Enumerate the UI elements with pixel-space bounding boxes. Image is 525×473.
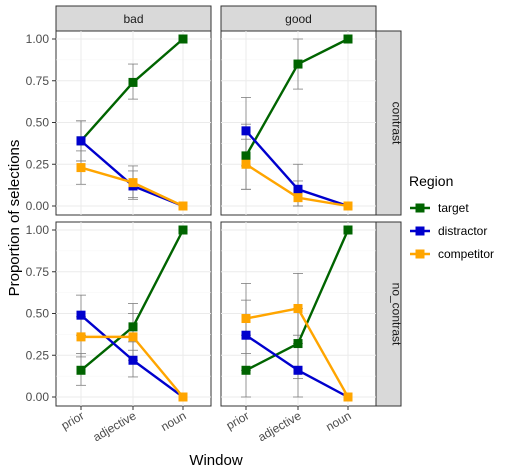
axes: 0.00 0.25 0.50 0.75 1.00 0.00 0.25 0.50 0.75 1.00…: [26, 32, 354, 444]
data-point-distractor-prior: [241, 330, 251, 340]
legend-key-point: [415, 249, 425, 259]
data-point-target-noun: [343, 34, 353, 44]
data-point-target-adjective: [293, 339, 303, 349]
data-point-distractor-adjective: [293, 184, 303, 194]
data-point-target-prior: [76, 365, 86, 375]
legend-items: target distractor competitor: [410, 201, 494, 261]
data-point-competitor-noun: [343, 392, 353, 402]
legend: Region target distractor competitor: [409, 173, 494, 261]
data-point-competitor-noun: [178, 392, 188, 402]
data-point-competitor-adjective: [293, 303, 303, 313]
y-axis-title: Proportion of selections: [6, 140, 23, 297]
facet-label-bad: bad: [123, 12, 143, 26]
y-tick-label: 0.75: [26, 74, 50, 88]
data-point-target-adjective: [293, 59, 303, 69]
legend-label: competitor: [438, 247, 494, 261]
y-tick-label: 0.00: [26, 199, 50, 213]
data-point-competitor-noun: [178, 201, 188, 211]
facet-strip-no_contrast: [375, 221, 402, 407]
legend-item-target: target: [410, 201, 469, 215]
x-tick-label: noun: [323, 408, 353, 433]
data-point-distractor-adjective: [128, 355, 138, 365]
facet-strips: bad good contrast no_contrast: [55, 5, 404, 407]
y-tick-label: 1.00: [26, 223, 50, 237]
data-point-target-adjective: [128, 322, 138, 332]
data-point-distractor-prior: [76, 136, 86, 146]
x-tick-label: prior: [59, 408, 87, 432]
data-point-target-prior: [241, 365, 251, 375]
data-point-competitor-noun: [343, 201, 353, 211]
y-tick-label: 0.25: [26, 157, 50, 171]
x-tick-label: adjective: [90, 408, 138, 444]
panel-bad-contrast: [55, 30, 212, 216]
y-tick-label: 0.50: [26, 116, 50, 130]
facet-label-contrast: contrast: [390, 102, 404, 145]
data-point-distractor-adjective: [293, 365, 303, 375]
data-point-target-noun: [178, 34, 188, 44]
x-tick-label: noun: [158, 408, 188, 433]
data-point-target-noun: [178, 225, 188, 235]
y-tick-label: 0.00: [26, 390, 50, 404]
y-tick-label: 0.50: [26, 307, 50, 321]
legend-label: distractor: [438, 224, 487, 238]
data-point-distractor-prior: [241, 126, 251, 136]
data-point-distractor-prior: [76, 310, 86, 320]
panel-good-contrast: [220, 30, 377, 216]
panel-good-no_contrast: [220, 221, 377, 407]
x-tick-label: adjective: [255, 408, 303, 444]
x-tick-label: prior: [224, 408, 252, 432]
data-point-competitor-adjective: [128, 178, 138, 188]
panel-bad-no_contrast: [55, 221, 212, 407]
data-point-competitor-prior: [241, 159, 251, 169]
data-point-target-noun: [343, 225, 353, 235]
y-tick-label: 0.25: [26, 348, 50, 362]
legend-label: target: [438, 201, 469, 215]
legend-key-point: [415, 226, 425, 236]
y-tick-label: 0.75: [26, 265, 50, 279]
data-point-target-adjective: [128, 77, 138, 87]
facet-panels: [55, 30, 377, 407]
y-tick-label: 1.00: [26, 32, 50, 46]
facet-label-good: good: [285, 12, 312, 26]
x-axis-title: Window: [189, 452, 243, 469]
data-point-target-prior: [241, 151, 251, 161]
data-point-competitor-prior: [241, 314, 251, 324]
facet-strip-bad: [55, 5, 212, 32]
data-point-competitor-adjective: [293, 193, 303, 203]
legend-key-point: [415, 203, 425, 213]
data-point-competitor-adjective: [128, 332, 138, 342]
data-point-competitor-prior: [76, 332, 86, 342]
legend-title: Region: [409, 173, 453, 189]
legend-item-competitor: competitor: [410, 247, 494, 261]
facet-label-no_contrast: no_contrast: [390, 283, 404, 346]
data-point-competitor-prior: [76, 163, 86, 173]
legend-item-distractor: distractor: [410, 224, 487, 238]
facet-strip-contrast: [375, 30, 402, 216]
